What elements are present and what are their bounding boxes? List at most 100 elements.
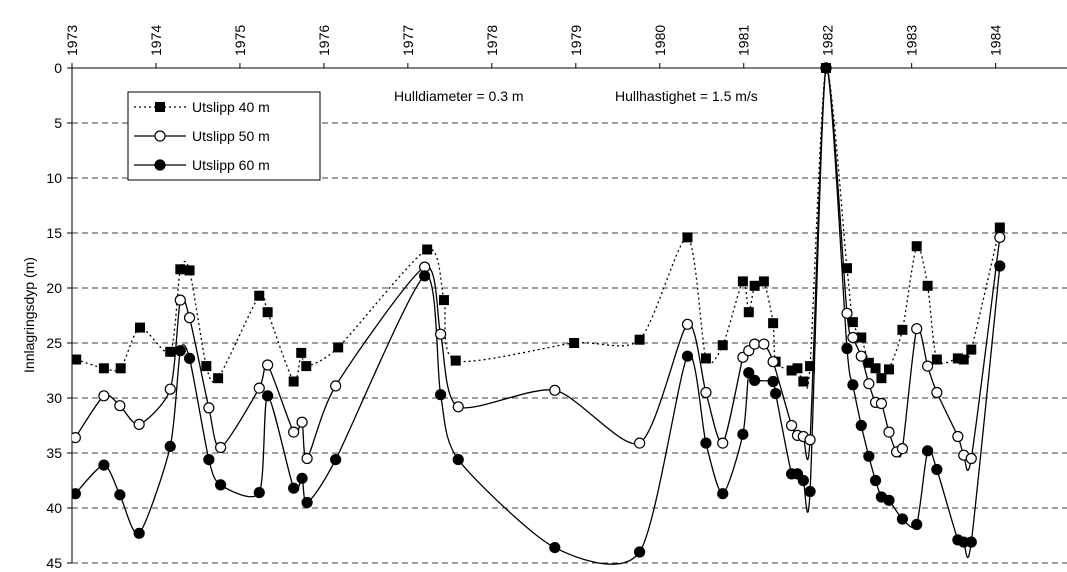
point bbox=[253, 487, 265, 499]
point bbox=[749, 338, 761, 350]
point bbox=[114, 489, 126, 501]
point bbox=[253, 382, 265, 394]
point bbox=[842, 263, 853, 274]
point bbox=[931, 386, 943, 399]
point bbox=[201, 361, 212, 372]
point bbox=[911, 241, 922, 252]
legend: Utslipp 40 m Utslipp 50 m Utslipp 60 m bbox=[127, 91, 321, 181]
point bbox=[869, 474, 882, 487]
point bbox=[770, 388, 782, 400]
x-tick-label: 1976 bbox=[316, 25, 332, 56]
point bbox=[72, 488, 81, 500]
point bbox=[98, 390, 110, 402]
point bbox=[133, 418, 145, 430]
point bbox=[634, 437, 646, 449]
point bbox=[768, 318, 779, 329]
point bbox=[767, 375, 779, 388]
point bbox=[115, 363, 126, 374]
point bbox=[183, 312, 196, 324]
point bbox=[133, 527, 145, 539]
point bbox=[931, 463, 943, 476]
point bbox=[438, 295, 449, 306]
point bbox=[700, 386, 712, 399]
point bbox=[682, 232, 693, 243]
point bbox=[749, 374, 761, 386]
point bbox=[847, 317, 858, 328]
legend-label: Utslipp 60 m bbox=[192, 157, 270, 173]
point bbox=[98, 363, 109, 374]
point bbox=[114, 400, 126, 412]
point bbox=[786, 365, 797, 376]
x-tick-label: 1981 bbox=[736, 25, 752, 56]
point bbox=[911, 518, 923, 531]
annotation: Hulldiameter = 0.3 m bbox=[394, 88, 524, 104]
point bbox=[681, 318, 694, 330]
point bbox=[203, 454, 215, 466]
point bbox=[296, 416, 308, 428]
point bbox=[870, 363, 881, 374]
point bbox=[301, 496, 313, 509]
point bbox=[452, 401, 464, 413]
point bbox=[883, 426, 895, 438]
point bbox=[749, 280, 760, 291]
point bbox=[897, 324, 908, 335]
point bbox=[435, 389, 447, 401]
y-tick-label: 5 bbox=[54, 115, 62, 131]
x-tick-label: 1975 bbox=[232, 25, 248, 56]
point bbox=[175, 264, 186, 275]
x-tick-label: 1973 bbox=[64, 25, 80, 56]
point bbox=[855, 419, 867, 432]
y-tick-label: 20 bbox=[46, 280, 62, 296]
series-line bbox=[76, 67, 1001, 390]
plot-area bbox=[72, 62, 1006, 565]
point bbox=[797, 474, 809, 487]
point bbox=[288, 376, 299, 387]
point bbox=[717, 488, 729, 500]
x-tick-label: 1977 bbox=[400, 25, 416, 56]
point bbox=[896, 513, 909, 525]
y-tick-label: 25 bbox=[46, 335, 62, 351]
point bbox=[203, 402, 215, 414]
point bbox=[965, 452, 977, 465]
x-tick-label: 1983 bbox=[904, 25, 920, 56]
point bbox=[758, 338, 770, 350]
y-tick-label: 40 bbox=[46, 500, 62, 516]
point bbox=[262, 307, 273, 318]
point bbox=[681, 350, 694, 362]
point bbox=[743, 367, 755, 379]
point bbox=[856, 332, 867, 343]
point bbox=[922, 360, 934, 372]
point bbox=[863, 357, 874, 368]
point bbox=[798, 376, 809, 387]
point bbox=[164, 440, 176, 452]
y-tick-label: 10 bbox=[46, 170, 62, 186]
point bbox=[911, 323, 923, 335]
point bbox=[333, 342, 344, 353]
point bbox=[804, 485, 816, 498]
point bbox=[183, 352, 196, 364]
annotation: Hullhastighet = 1.5 m/s bbox=[615, 88, 758, 104]
y-tick-label: 15 bbox=[46, 225, 62, 241]
point bbox=[805, 361, 816, 372]
point bbox=[717, 340, 728, 351]
point bbox=[700, 437, 712, 449]
point bbox=[841, 342, 853, 355]
point bbox=[435, 328, 447, 340]
point bbox=[296, 472, 308, 484]
point bbox=[847, 331, 859, 344]
point bbox=[847, 379, 859, 391]
point bbox=[98, 459, 110, 471]
point bbox=[174, 294, 186, 306]
y-tick-label: 0 bbox=[54, 60, 62, 76]
y-tick-label: 30 bbox=[46, 390, 62, 406]
point bbox=[743, 307, 754, 318]
point bbox=[330, 380, 342, 392]
x-tick-label: 1984 bbox=[988, 25, 1004, 56]
point bbox=[174, 345, 186, 357]
point bbox=[922, 445, 934, 457]
point bbox=[164, 383, 176, 395]
point bbox=[330, 454, 342, 466]
point bbox=[419, 270, 431, 282]
x-tick-label: 1980 bbox=[652, 25, 668, 56]
